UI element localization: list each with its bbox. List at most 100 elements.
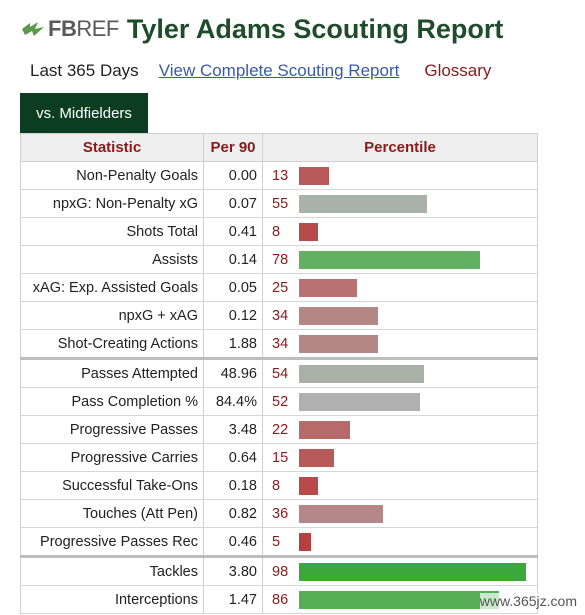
percentile-wrap: 25: [263, 274, 537, 301]
per90-cell: 0.12: [203, 301, 263, 330]
percentile-cell: 54: [262, 357, 538, 388]
statistic-cell[interactable]: Non-Penalty Goals: [20, 161, 204, 190]
statistic-cell[interactable]: npxG + xAG: [20, 301, 204, 330]
column-header-statistic[interactable]: Statistic: [20, 133, 204, 162]
percentile-cell: 15: [262, 443, 538, 472]
percentile-wrap: 98: [263, 558, 537, 585]
percentile-value: 36: [272, 505, 289, 522]
per90-cell: 3.80: [203, 555, 263, 586]
percentile-wrap: 22: [263, 416, 537, 443]
per90-cell: 0.00: [203, 161, 263, 190]
statistic-cell[interactable]: Shot-Creating Actions: [20, 329, 204, 359]
statistic-cell[interactable]: Passes Attempted: [20, 357, 204, 388]
per90-cell: 0.05: [203, 273, 263, 302]
per90-cell: 0.07: [203, 189, 263, 218]
percentile-wrap: 13: [263, 162, 537, 189]
watermark: www.365jz.com: [479, 593, 577, 609]
percentile-cell: 34: [262, 329, 538, 359]
statistic-cell[interactable]: Progressive Carries: [20, 443, 204, 472]
statistic-cell[interactable]: Touches (Att Pen): [20, 499, 204, 528]
percentile-value: 34: [272, 307, 289, 324]
percentile-bar: [299, 194, 427, 213]
percentile-value: 22: [272, 421, 289, 438]
per90-cell: 0.46: [203, 527, 263, 557]
table-row: Progressive Passes 3.48 22: [20, 415, 538, 444]
percentile-value: 34: [272, 335, 289, 352]
statistic-cell[interactable]: Interceptions: [20, 585, 204, 614]
percentile-wrap: 86: [263, 586, 537, 613]
column-header-percentile[interactable]: Percentile: [262, 133, 538, 162]
table-row: Shots Total 0.41 8: [20, 217, 538, 246]
percentile-bar: [299, 420, 350, 439]
statistic-cell[interactable]: Shots Total: [20, 217, 204, 246]
percentile-wrap: 55: [263, 190, 537, 217]
percentile-bar: [299, 364, 424, 383]
statistic-cell[interactable]: npxG: Non-Penalty xG: [20, 189, 204, 218]
logo-ref-text: REF: [76, 16, 119, 41]
percentile-cell: 36: [262, 499, 538, 528]
table-row: Progressive Passes Rec 0.46 5: [20, 527, 538, 557]
fbref-logo[interactable]: FB REF: [20, 16, 119, 42]
percentile-bar: [299, 562, 526, 581]
glossary-link[interactable]: Glossary: [424, 61, 492, 80]
statistic-cell[interactable]: Progressive Passes Rec: [20, 527, 204, 557]
percentile-cell: 8: [262, 471, 538, 500]
percentile-bar: [299, 306, 378, 325]
statistic-cell[interactable]: Tackles: [20, 555, 204, 586]
per90-cell: 1.47: [203, 585, 263, 614]
complete-report-link[interactable]: View Complete Scouting Report: [158, 61, 400, 80]
percentile-bar: [299, 532, 311, 551]
percentile-value: 8: [272, 223, 281, 240]
percentile-wrap: 34: [263, 302, 537, 329]
percentile-bar: [299, 222, 318, 241]
percentile-value: 98: [272, 563, 289, 580]
percentile-cell: 78: [262, 245, 538, 274]
scouting-table: Statistic Per 90 Percentile Non-Penalty …: [20, 133, 538, 614]
statistic-cell[interactable]: Successful Take-Ons: [20, 471, 204, 500]
table-row: npxG: Non-Penalty xG 0.07 55: [20, 189, 538, 218]
table-row: Successful Take-Ons 0.18 8: [20, 471, 538, 500]
column-header-per90[interactable]: Per 90: [203, 133, 263, 162]
table-header-row: Statistic Per 90 Percentile: [20, 133, 538, 162]
per90-cell: 0.82: [203, 499, 263, 528]
per90-cell: 3.48: [203, 415, 263, 444]
percentile-wrap: 52: [263, 388, 537, 415]
percentile-value: 55: [272, 195, 289, 212]
per90-cell: 48.96: [203, 357, 263, 388]
percentile-bar: [299, 278, 357, 297]
per90-cell: 0.18: [203, 471, 263, 500]
percentile-wrap: 8: [263, 472, 537, 499]
table-row: Interceptions 1.47 86: [20, 585, 538, 614]
table-row: Non-Penalty Goals 0.00 13: [20, 161, 538, 190]
percentile-value: 54: [272, 365, 289, 382]
percentile-cell: 52: [262, 387, 538, 416]
percentile-wrap: 54: [263, 360, 537, 387]
percentile-bar: [299, 448, 334, 467]
page-title: Tyler Adams Scouting Report: [126, 13, 504, 44]
percentile-value: 13: [272, 167, 289, 184]
per90-cell: 0.41: [203, 217, 263, 246]
page-header: FB REF Tyler Adams Scouting Report: [20, 12, 503, 46]
statistic-cell[interactable]: Pass Completion %: [20, 387, 204, 416]
percentile-bar: [299, 392, 420, 411]
percentile-wrap: 5: [263, 528, 537, 555]
per90-cell: 84.4%: [203, 387, 263, 416]
table-row: Pass Completion % 84.4% 52: [20, 387, 538, 416]
percentile-wrap: 15: [263, 444, 537, 471]
percentile-wrap: 36: [263, 500, 537, 527]
per90-cell: 1.88: [203, 329, 263, 359]
tab-vs-midfielders[interactable]: vs. Midfielders: [20, 93, 148, 133]
statistic-cell[interactable]: Assists: [20, 245, 204, 274]
statistic-cell[interactable]: xAG: Exp. Assisted Goals: [20, 273, 204, 302]
statistic-cell[interactable]: Progressive Passes: [20, 415, 204, 444]
percentile-bar: [299, 334, 378, 353]
table-row: npxG + xAG 0.12 34: [20, 301, 538, 330]
table-row: Progressive Carries 0.64 15: [20, 443, 538, 472]
percentile-wrap: 78: [263, 246, 537, 273]
percentile-bar: [299, 590, 499, 609]
report-subnav: Last 365 Days View Complete Scouting Rep…: [30, 60, 491, 82]
percentile-cell: 55: [262, 189, 538, 218]
table-row: Shot-Creating Actions 1.88 34: [20, 329, 538, 359]
percentile-value: 52: [272, 393, 289, 410]
percentile-value: 25: [272, 279, 289, 296]
